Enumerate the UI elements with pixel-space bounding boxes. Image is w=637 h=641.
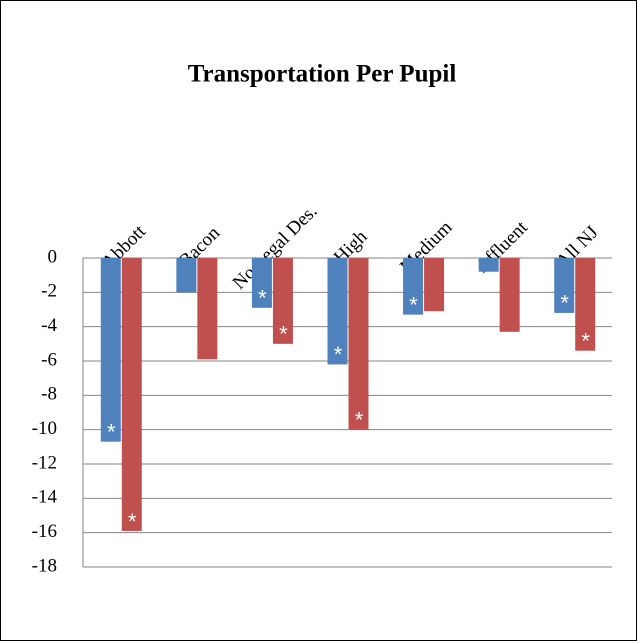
- y-tick-label: -18: [32, 555, 57, 576]
- bar: [251, 258, 272, 308]
- bar: [100, 258, 121, 442]
- significance-marker: *: [409, 292, 418, 317]
- bar: [554, 258, 575, 313]
- y-tick-label: -16: [32, 521, 57, 542]
- y-tick-label: -8: [41, 384, 57, 405]
- significance-marker: *: [279, 322, 288, 347]
- bar: [348, 258, 369, 430]
- significance-marker: *: [334, 342, 343, 367]
- y-tick-label: -6: [41, 349, 57, 370]
- bar: [327, 258, 348, 365]
- significance-marker: *: [581, 329, 590, 354]
- significance-marker: *: [258, 286, 267, 311]
- bar: [272, 258, 293, 344]
- y-tick-label: -10: [32, 418, 57, 439]
- y-tick-label: -4: [41, 315, 57, 336]
- y-tick-label: -14: [32, 487, 58, 508]
- y-tick-label: -2: [41, 281, 57, 302]
- significance-marker: *: [355, 407, 364, 432]
- significance-marker: *: [128, 509, 137, 534]
- chart-title: Transportation Per Pupil: [188, 61, 457, 88]
- significance-marker: *: [560, 291, 569, 316]
- bar: [121, 258, 142, 531]
- bar: [176, 258, 197, 293]
- y-tick-label: 0: [48, 246, 58, 267]
- bar: [197, 258, 218, 360]
- bar: [575, 258, 596, 351]
- bar: [478, 258, 499, 272]
- bar: [403, 258, 424, 315]
- bar: [424, 258, 445, 312]
- y-tick-label: -12: [32, 452, 57, 473]
- bar: [499, 258, 520, 332]
- significance-marker: *: [107, 419, 116, 444]
